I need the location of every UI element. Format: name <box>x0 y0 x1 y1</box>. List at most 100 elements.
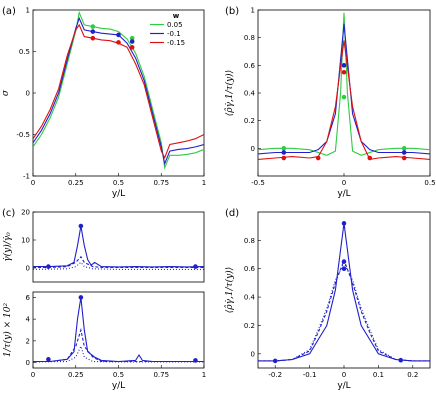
data-point <box>341 69 347 75</box>
panel-label: (a) <box>2 6 16 17</box>
x-tick-label: 0.25 <box>68 179 84 187</box>
data-point <box>78 223 84 229</box>
legend-entry: -0.15 <box>167 39 185 47</box>
y-tick-label: 0.4 <box>244 90 256 98</box>
y-axis-label: ⟨ρ̂γ̇,1/τ(y)⟩ <box>224 267 235 313</box>
y-tick-label: 1 <box>251 7 255 15</box>
y-axis-label: 1/τ(y) × 10² <box>2 303 13 358</box>
plot-frame <box>32 211 205 283</box>
x-tick-label: 0 <box>342 371 346 379</box>
y-tick-label: 6 <box>26 294 31 302</box>
data-point <box>281 146 287 151</box>
panel-d: -0.2 -0.1 0 0.1 0.2 0 0.2 0.4 0.6 0.8 (d) y/L ⟨ρ̂γ̇,… <box>224 208 431 391</box>
y-axis-label: σ <box>1 89 11 96</box>
y-tick-label: 0.4 <box>244 294 256 302</box>
data-point <box>281 150 287 155</box>
data-point <box>315 155 321 161</box>
legend-title: w <box>173 12 180 20</box>
x-tick-label: 0.5 <box>424 179 435 187</box>
data-point <box>129 39 135 44</box>
y-tick-label: 0.2 <box>244 322 255 330</box>
plot-area <box>33 10 204 170</box>
y-tick-label: 1 <box>26 7 30 15</box>
series-line-0 <box>33 225 204 268</box>
x-tick-label: -0.5 <box>251 179 265 187</box>
data-point <box>401 150 407 155</box>
plot-area <box>258 221 430 364</box>
plot-area <box>258 12 430 161</box>
series-line-1 <box>258 23 430 155</box>
x-axis-label: y/L <box>112 189 125 199</box>
y-tick-label: 0.8 <box>244 34 255 42</box>
y-tick-label: 0.6 <box>244 62 256 70</box>
data-point <box>341 94 347 100</box>
x-tick-label: 0.75 <box>153 371 169 379</box>
x-tick-label: 1 <box>202 371 206 379</box>
series-line-2 <box>258 261 430 362</box>
data-point <box>116 32 121 38</box>
x-axis-label: y/L <box>337 189 350 199</box>
x-tick-label: 0.5 <box>113 179 124 187</box>
panel-b: -0.5 0 0.5 0 0.2 0.4 0.6 0.8 1 (b) y/L ⟨ρ̂γ̇,1/τ(y)… <box>224 6 436 199</box>
x-tick-label: 0.5 <box>113 371 124 379</box>
series-line-1 <box>258 258 430 362</box>
data-point <box>78 295 84 300</box>
data-point <box>90 24 96 29</box>
plot-area <box>33 295 204 363</box>
x-tick-label: 1 <box>202 179 206 187</box>
y-tick-label: 0 <box>26 265 30 273</box>
y-tick-label: 0.6 <box>244 265 256 273</box>
plot-frame <box>32 291 205 369</box>
data-point <box>90 29 96 34</box>
data-point <box>46 357 51 362</box>
y-tick-label: -0.5 <box>16 131 30 139</box>
x-tick-label: 0.1 <box>373 371 384 379</box>
data-point <box>401 155 407 161</box>
panel-label: (c) <box>2 208 15 219</box>
series-line-0 <box>258 223 430 362</box>
series-line-0 <box>33 297 204 363</box>
x-tick-label: 0 <box>31 371 35 379</box>
panel-label: (d) <box>225 208 239 219</box>
series-line-1 <box>33 255 204 268</box>
x-tick-label: 0 <box>342 179 346 187</box>
panel-c_top: 0 10 20 (c) γ̇(y)/γ̇₀ <box>2 208 205 283</box>
panel-label: (b) <box>225 6 239 17</box>
y-tick-label: 0 <box>26 90 30 98</box>
y-tick-label: 4 <box>26 316 31 324</box>
series-line-0 <box>258 12 430 156</box>
x-tick-label: 0 <box>31 179 35 187</box>
plot-frame <box>257 211 431 369</box>
panel-c_bottom: 0 0.25 0.5 0.75 1 0 2 4 6 y/L 1/τ(y) × 10² <box>2 291 206 391</box>
data-point <box>367 155 373 161</box>
data-point <box>281 155 287 161</box>
x-tick-label: -0.1 <box>303 371 317 379</box>
data-point <box>129 45 135 50</box>
data-point <box>401 146 407 151</box>
x-tick-label: 0.25 <box>68 371 84 379</box>
legend-entry: 0.05 <box>167 21 183 29</box>
data-point <box>341 266 347 272</box>
x-tick-label: 0.2 <box>407 371 418 379</box>
x-axis-label: y/L <box>337 381 350 391</box>
y-axis-label: ⟨ρ̂γ̇,1/τ(y)⟩ <box>224 70 235 116</box>
data-point <box>116 40 121 45</box>
data-point <box>341 221 347 226</box>
x-axis-label: y/L <box>112 381 125 391</box>
data-point <box>341 63 347 68</box>
plot-area <box>33 223 204 270</box>
y-tick-label: 0.8 <box>244 237 255 245</box>
series-line-0 <box>33 10 204 170</box>
y-tick-label: 0 <box>251 145 255 153</box>
y-tick-label: 20 <box>21 209 30 217</box>
x-tick-label: 0.75 <box>153 179 169 187</box>
y-tick-label: -1 <box>23 173 30 181</box>
y-axis-label: γ̇(y)/γ̇₀ <box>2 232 13 262</box>
y-tick-label: 0.5 <box>19 48 30 56</box>
y-tick-label: 0 <box>251 350 255 358</box>
y-tick-label: 10 <box>21 237 30 245</box>
y-tick-label: 0 <box>26 359 30 367</box>
series-line-2 <box>33 344 204 363</box>
panel-a: 0 0.25 0.5 0.75 1 -1 -0.5 0 0.5 1 (a) y/L σ w0.05 -0.1… <box>1 6 206 199</box>
